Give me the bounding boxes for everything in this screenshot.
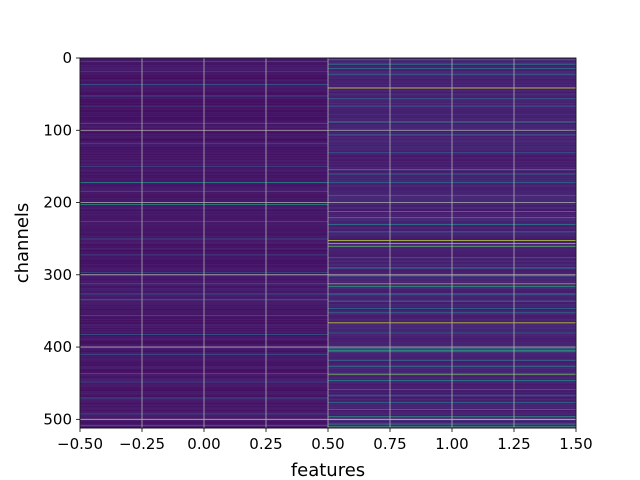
y-axis-label: channels <box>12 203 33 284</box>
x-axis-label: features <box>291 460 365 480</box>
x-tick-label: 0.75 <box>373 435 406 453</box>
y-tick-label: 400 <box>43 338 72 356</box>
y-tick-label: 0 <box>62 49 72 67</box>
x-tick-label: 0.00 <box>187 435 220 453</box>
x-tick-label: −0.50 <box>57 435 103 453</box>
x-tick-label: 0.50 <box>311 435 344 453</box>
y-tick-label: 300 <box>43 266 72 284</box>
y-tick-label: 500 <box>43 410 72 428</box>
x-tick-label: −0.25 <box>119 435 165 453</box>
x-tick-label: 1.25 <box>497 435 530 453</box>
x-axis-ticks: −0.50 −0.25 0.00 0.25 0.50 0.75 1.00 1.25 1.50 <box>57 428 593 453</box>
x-tick-label: 0.25 <box>249 435 282 453</box>
x-tick-label: 1.00 <box>435 435 468 453</box>
y-axis-ticks: 0 100 200 300 400 500 <box>43 49 80 428</box>
y-tick-label: 100 <box>43 121 72 139</box>
y-tick-label: 200 <box>43 194 72 212</box>
x-tick-label: 1.50 <box>559 435 592 453</box>
